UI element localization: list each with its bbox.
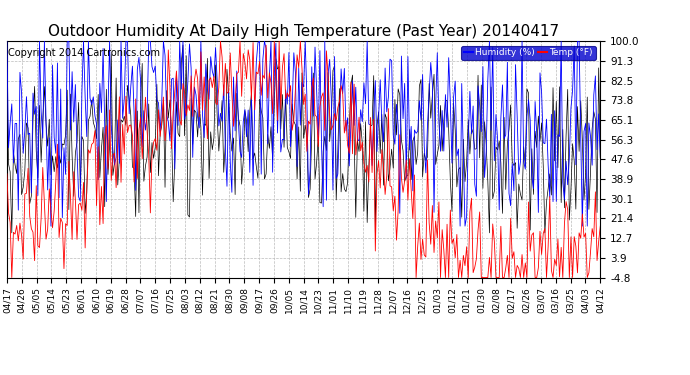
Title: Outdoor Humidity At Daily High Temperature (Past Year) 20140417: Outdoor Humidity At Daily High Temperatu… [48, 24, 559, 39]
Legend: Humidity (%), Temp (°F): Humidity (%), Temp (°F) [461, 46, 595, 60]
Text: Copyright 2014 Cartronics.com: Copyright 2014 Cartronics.com [8, 48, 160, 58]
